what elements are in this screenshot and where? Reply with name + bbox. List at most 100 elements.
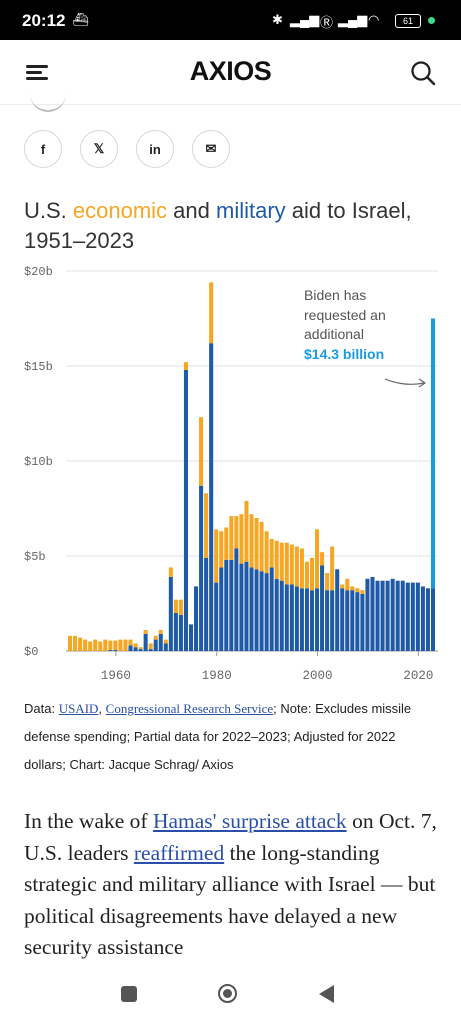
military-bar <box>400 580 405 651</box>
chart-annotation: Biden has requested an additional $14.3 … <box>304 287 386 362</box>
military-bar <box>138 649 143 651</box>
linkedin-share-button[interactable]: in <box>136 130 174 168</box>
economic-bar <box>214 529 219 583</box>
x-tick-label: 2000 <box>303 669 333 683</box>
menu-icon[interactable] <box>26 65 48 81</box>
economic-bar <box>244 500 249 562</box>
military-bar <box>430 588 435 651</box>
reaffirmed-link[interactable]: reaffirmed <box>133 840 225 865</box>
economic-bar <box>73 635 78 651</box>
economic-bar <box>239 514 244 564</box>
facebook-share-button[interactable]: f <box>24 130 62 168</box>
axios-logo[interactable]: AXIOS <box>189 56 272 86</box>
military-bar <box>365 578 370 651</box>
military-bar <box>269 567 274 651</box>
y-tick-label: $0 <box>24 645 38 659</box>
economic-bar <box>199 417 204 486</box>
military-bar <box>410 582 415 651</box>
military-bar <box>345 590 350 651</box>
registered-icon: Ⓡ <box>320 15 334 30</box>
economic-bar <box>68 635 73 651</box>
economic-bar <box>345 578 350 591</box>
military-bar <box>264 573 269 651</box>
military-bar <box>350 590 355 651</box>
article-paragraph: In the wake of Hamas' surprise attack on… <box>24 809 437 959</box>
economic-bar <box>209 282 214 344</box>
y-tick-label: $10b <box>24 455 53 469</box>
military-bar <box>320 565 325 651</box>
economic-bar <box>234 516 239 549</box>
military-bar <box>294 586 299 651</box>
military-bar <box>315 588 320 651</box>
economic-bar <box>284 542 289 585</box>
signal-icon: ▂▄▆ <box>290 12 320 27</box>
search-icon[interactable] <box>410 60 436 86</box>
military-bar <box>330 590 335 651</box>
y-tick-label: $15b <box>24 360 53 374</box>
economic-bar <box>224 527 229 560</box>
hamas-attack-link[interactable]: Hamas' surprise attack <box>152 809 347 833</box>
y-tick-label: $20b <box>24 265 53 279</box>
economic-bar <box>123 639 128 651</box>
military-bar <box>340 588 345 651</box>
annotation-arrowhead <box>418 378 427 388</box>
email-share-button[interactable]: ✉ <box>192 130 230 168</box>
military-bar <box>209 343 214 651</box>
economic-bar <box>173 599 178 613</box>
military-bar <box>153 639 158 651</box>
military-bar <box>173 613 178 651</box>
economic-bar <box>103 639 108 651</box>
military-bar <box>108 650 113 651</box>
military-bar <box>289 584 294 651</box>
economic-bar <box>168 567 173 577</box>
economic-bar <box>299 548 304 589</box>
military-bar <box>219 567 224 651</box>
home-button[interactable] <box>218 984 237 1003</box>
military-bar <box>148 649 153 651</box>
military-bar <box>163 643 168 651</box>
economic-bar <box>320 552 325 566</box>
economic-bar <box>163 639 168 644</box>
economic-bar <box>350 586 355 591</box>
economic-bar <box>304 561 309 589</box>
military-bar <box>188 624 194 651</box>
economic-bar <box>133 643 138 648</box>
military-bar <box>183 369 188 651</box>
military-bar <box>390 578 395 651</box>
economic-bar <box>355 588 360 593</box>
economic-bar <box>229 516 234 560</box>
economic-bar <box>178 599 183 615</box>
military-bar <box>274 578 279 651</box>
military-bar <box>259 571 264 651</box>
economic-bar <box>330 546 335 591</box>
military-bar <box>244 561 249 651</box>
military-bar <box>355 592 360 651</box>
x-share-button[interactable]: 𝕏 <box>80 130 118 168</box>
military-bar <box>415 582 420 651</box>
military-bar <box>128 645 133 651</box>
economic-bar <box>93 639 98 651</box>
military-bar <box>360 594 365 651</box>
economic-bar <box>219 531 224 568</box>
military-bar <box>194 586 199 651</box>
military-bar <box>199 485 204 651</box>
request-amount: $14.3 billion <box>304 345 385 362</box>
military-bar <box>279 580 284 651</box>
recents-button[interactable] <box>121 986 137 1002</box>
military-bar <box>299 588 304 651</box>
economic-bar <box>315 529 320 589</box>
y-tick-label: $5b <box>24 550 46 564</box>
military-bar <box>224 559 229 651</box>
site-header: AXIOS <box>0 40 461 105</box>
usaid-link[interactable]: USAID <box>58 701 99 716</box>
back-button[interactable] <box>319 985 334 1003</box>
economic-bar <box>108 640 113 651</box>
crs-link[interactable]: Congressional Research Service <box>105 701 274 716</box>
economic-bar <box>279 542 284 581</box>
economic-bar <box>360 590 365 594</box>
battery-icon: 61 <box>395 14 421 28</box>
privacy-indicator <box>428 17 435 24</box>
military-bar <box>254 569 259 651</box>
economic-bar <box>138 647 143 650</box>
notification-icon: ⛴ <box>72 12 89 27</box>
